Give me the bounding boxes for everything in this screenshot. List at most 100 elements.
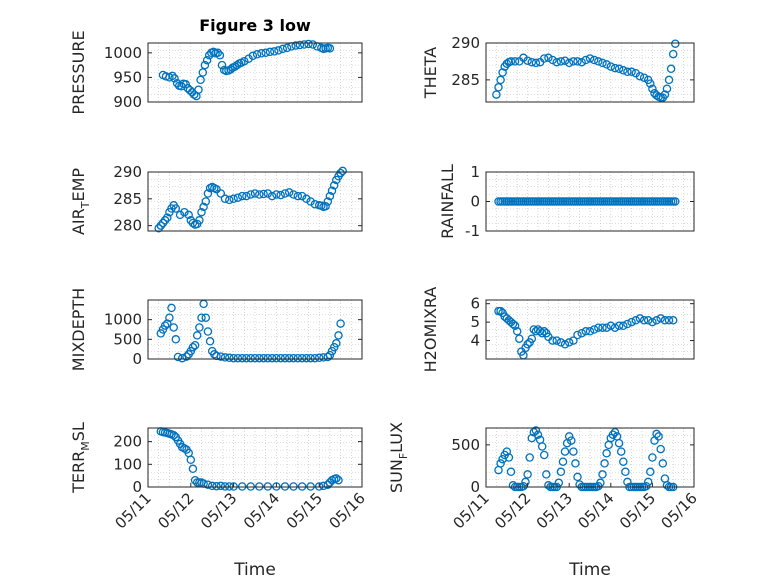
data-point [564, 432, 574, 441]
data-point [163, 213, 172, 222]
data-point [589, 325, 599, 334]
x-tick-label: 05/13 [197, 489, 240, 532]
data-point [668, 49, 678, 59]
x-tick-label: 05/16 [326, 489, 369, 532]
data-point [498, 68, 507, 77]
data-point [529, 427, 539, 437]
data-point [569, 57, 578, 66]
axes-frame [147, 427, 363, 488]
data-point [212, 482, 221, 491]
data-point [531, 426, 541, 435]
data-point [600, 459, 609, 468]
data-point [242, 353, 251, 363]
grid [486, 172, 694, 231]
data-point [215, 51, 225, 60]
data-point [173, 352, 183, 362]
data-point [598, 323, 607, 332]
data-point [648, 317, 657, 327]
data-point [237, 191, 247, 201]
data-point [189, 90, 199, 99]
series-markers [154, 166, 347, 233]
data-point [160, 216, 170, 225]
data-point [521, 477, 530, 487]
data-point [515, 334, 524, 343]
data-point [284, 353, 294, 363]
data-point [186, 455, 196, 465]
axes-frame [147, 171, 363, 232]
data-point [539, 54, 549, 63]
data-point [581, 327, 591, 336]
data-point [594, 57, 603, 66]
data-point [652, 429, 661, 439]
data-point [531, 58, 541, 68]
data-point [198, 68, 208, 77]
data-point [569, 336, 578, 345]
data-point [585, 54, 595, 63]
data-point [527, 334, 537, 343]
x-tick-label: 05/16 [658, 489, 701, 532]
x-tick-label: 05/12 [154, 489, 197, 532]
data-point [668, 316, 678, 325]
axes-frame [147, 42, 363, 103]
data-point [190, 340, 200, 350]
data-point [213, 48, 223, 58]
panel-8: 050005/1105/1205/1305/1405/1505/16SUNFLU… [387, 422, 701, 580]
data-point [610, 323, 620, 332]
data-point [229, 194, 238, 204]
y-tick-label: 280 [113, 217, 142, 235]
data-point [232, 60, 242, 70]
data-point [619, 457, 628, 466]
data-point [336, 168, 345, 178]
data-point [338, 166, 347, 176]
data-point [537, 328, 547, 338]
data-point [209, 47, 218, 57]
data-point [280, 189, 290, 198]
data-point [188, 342, 198, 352]
data-point [544, 53, 553, 63]
data-point [295, 40, 305, 50]
chart-title: Figure 3 low [199, 16, 311, 35]
data-point [255, 353, 264, 363]
data-point [654, 432, 663, 441]
data-point [610, 63, 620, 73]
data-point [639, 73, 649, 82]
data-point [319, 481, 328, 491]
y-tick-label: 285 [113, 190, 142, 208]
data-point [627, 67, 636, 77]
data-point [631, 316, 641, 325]
data-point [180, 207, 189, 217]
data-point [225, 353, 234, 363]
data-point [207, 481, 217, 491]
data-point [589, 55, 599, 65]
data-point [205, 337, 215, 346]
data-point [492, 90, 501, 99]
data-point [552, 336, 561, 345]
y-tick-label: 1000 [104, 44, 142, 62]
data-point [185, 85, 195, 95]
data-point [539, 450, 549, 460]
data-point [192, 331, 202, 340]
data-point [276, 190, 285, 200]
data-point [184, 210, 193, 220]
data-point [199, 202, 208, 212]
data-point [664, 75, 674, 85]
data-point [494, 83, 503, 92]
data-point [302, 353, 311, 363]
data-point [671, 197, 680, 206]
data-point [248, 51, 258, 61]
data-point [263, 353, 273, 363]
data-point [202, 55, 212, 65]
data-point [196, 75, 205, 85]
y-tick-label: 500 [113, 330, 142, 348]
data-point [323, 480, 333, 489]
data-point [332, 339, 341, 348]
data-point [334, 331, 343, 340]
y-tick-label: 0 [470, 193, 480, 211]
data-point [556, 57, 566, 66]
y-axis-label: PRESSURE [69, 30, 88, 114]
data-point [188, 464, 198, 474]
data-point [323, 197, 333, 206]
data-point [671, 39, 680, 48]
data-point [502, 59, 512, 68]
